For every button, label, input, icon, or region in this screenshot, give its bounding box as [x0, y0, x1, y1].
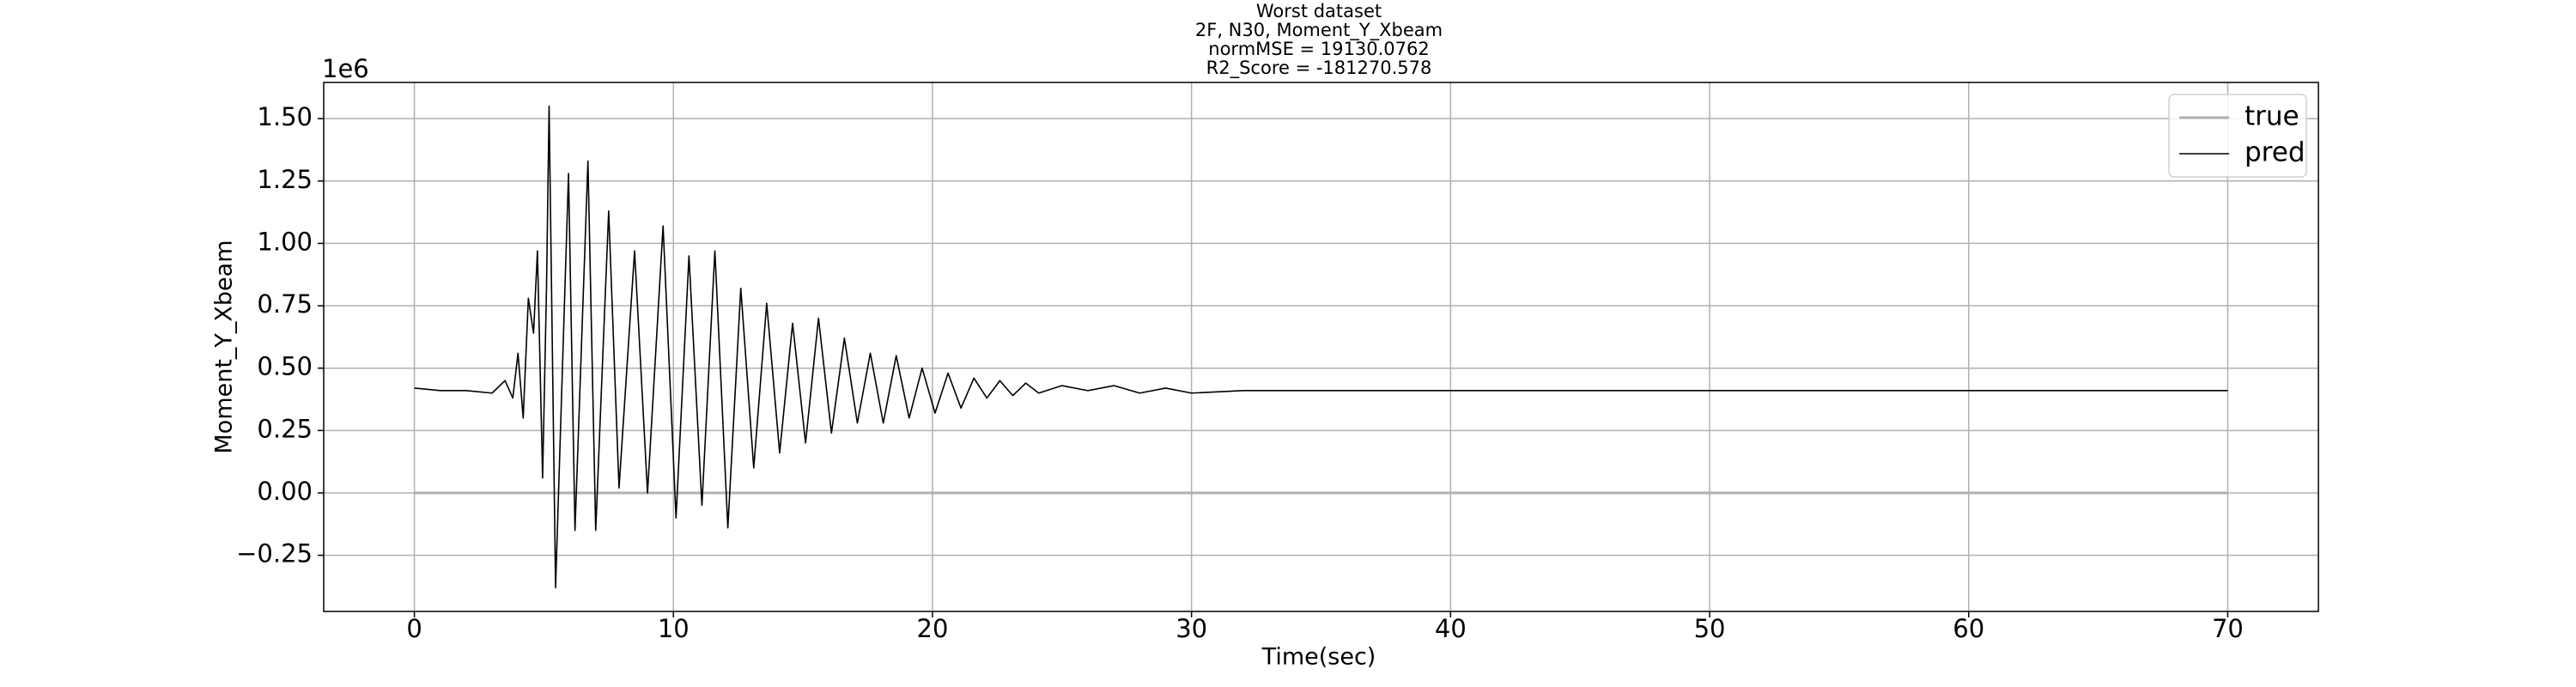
- legend-label: true: [2245, 101, 2300, 132]
- chart-title: Worst dataset: [1256, 1, 1382, 21]
- x-axis-label: Time(sec): [1261, 644, 1376, 671]
- x-tick-label: 60: [1953, 614, 1984, 643]
- legend-box: [2168, 94, 2307, 178]
- y-tick-label: 0.50: [257, 352, 313, 381]
- chart-title: R2_Score = -181270.578: [1206, 58, 1432, 79]
- y-axis-label: Moment_Y_Xbeam: [211, 240, 238, 453]
- chart-title: 2F, N30, Moment_Y_Xbeam: [1195, 20, 1443, 41]
- y-offset-label: 1e6: [322, 54, 369, 83]
- chart-title: normMSE = 19130.0762: [1208, 39, 1429, 59]
- x-tick-label: 70: [2212, 614, 2244, 643]
- x-tick-label: 0: [406, 614, 422, 643]
- x-tick-label: 40: [1435, 614, 1467, 643]
- y-tick-label: 0.75: [257, 289, 313, 319]
- x-tick-label: 10: [658, 614, 690, 643]
- y-tick-label: 1.25: [257, 165, 313, 194]
- legend-label: pred: [2245, 137, 2306, 168]
- x-tick-label: 30: [1176, 614, 1207, 643]
- y-tick-label: −0.25: [236, 539, 313, 568]
- y-tick-label: 0.00: [257, 477, 313, 506]
- y-tick-label: 1.00: [257, 227, 313, 256]
- y-tick-label: 1.50: [257, 102, 313, 131]
- x-tick-label: 20: [917, 614, 949, 643]
- x-tick-label: 50: [1694, 614, 1726, 643]
- plot-frame: [323, 82, 2319, 612]
- y-tick-label: 0.25: [257, 414, 313, 443]
- data-line: [414, 105, 2228, 589]
